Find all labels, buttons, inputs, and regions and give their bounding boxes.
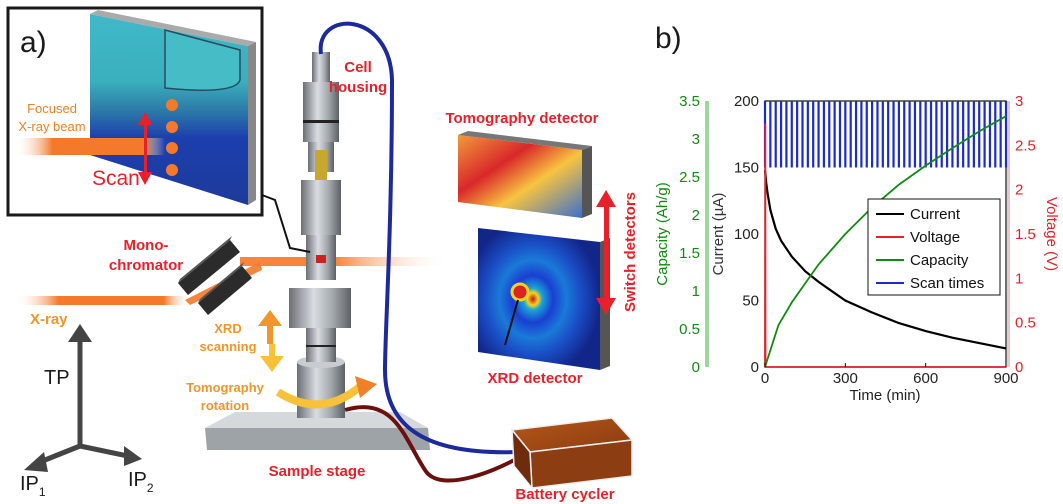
voltage-tick-label: 0.5 (1015, 315, 1036, 332)
xrd-detector (478, 228, 610, 370)
axis-ip1-label: IP1 (20, 473, 46, 499)
scan-times-series (763, 101, 1008, 168)
panel-a-label: a) (20, 26, 47, 59)
current-tick-label: 100 (734, 226, 759, 243)
voltage-tick-label: 1 (1015, 270, 1023, 287)
xray-label: X-ray (30, 311, 68, 328)
voltage-tick-label: 3 (1015, 93, 1023, 110)
legend-label: Voltage (910, 229, 960, 246)
capacity-tick-label: 3.5 (679, 93, 700, 110)
capacity-axis-bar (705, 101, 709, 367)
switch-detectors-arrow (596, 190, 616, 315)
axis-ip2-label: IP2 (128, 469, 154, 495)
x-axis-label: Time (min) (849, 387, 920, 404)
voltage-tick-label: 2 (1015, 182, 1023, 199)
capacity-tick-label: 2.5 (679, 169, 700, 186)
xrd-scanning-label-line2: scanning (199, 339, 256, 354)
series-line-current (763, 170, 1007, 350)
monochromator-label-line1: Mono- (124, 237, 169, 254)
current-axis-label: Current (µA) (710, 193, 727, 276)
sample-stage-label: Sample stage (269, 463, 366, 480)
xrd-scanning-arrow (258, 310, 284, 372)
red-cable (344, 405, 530, 483)
current-tick-label: 200 (734, 93, 759, 110)
series-line-capacity (764, 115, 1007, 368)
x-tick-labels: 0 300 600 900 (761, 363, 1019, 387)
inset-beam-label-line2: X-ray beam (18, 119, 85, 134)
x-tick-label: 900 (993, 370, 1018, 387)
voltage-tick-label: 2.5 (1015, 137, 1036, 154)
axes-glyph (24, 324, 142, 472)
current-tick-labels: 0 50 100 150 200 (734, 93, 759, 376)
panel-b-label: b) (655, 22, 682, 55)
xrd-scanning-label-line1: XRD (214, 321, 241, 336)
current-tick-label: 0 (751, 359, 759, 376)
rotation-arrow (275, 381, 365, 409)
capacity-tick-label: 2 (692, 207, 700, 224)
voltage-axis-label: Voltage (V) (1043, 197, 1060, 271)
tomography-rotation-label-line1: Tomography (186, 380, 265, 395)
monochromator-label-line2: chromator (109, 257, 183, 274)
legend-label: Scan times (910, 275, 984, 292)
capacity-axis-label: Capacity (Ah/g) (654, 182, 671, 285)
blue-cable (318, 21, 519, 455)
voltage-tick-labels: 0 0.5 1 1.5 2 2.5 3 (1015, 93, 1036, 376)
legend-label: Capacity (910, 252, 969, 269)
capacity-tick-label: 1 (692, 283, 700, 300)
capacity-tick-label: 1.5 (679, 245, 700, 262)
monochromator (178, 236, 252, 315)
tomography-detector-label: Tomography detector (445, 110, 598, 127)
switch-detectors-label: Switch detectors (622, 192, 639, 312)
inset-box (6, 6, 311, 253)
current-tick-label: 150 (734, 160, 759, 177)
x-tick-label: 600 (913, 370, 938, 387)
axis-tp-label: TP (44, 367, 70, 389)
legend: Current Voltage Capacity Scan times (867, 198, 1001, 296)
x-tick-label: 0 (761, 370, 769, 387)
voltage-tick-label: 1.5 (1015, 226, 1036, 243)
cell-housing-label-line2: housing (329, 79, 387, 96)
capacity-tick-label: 0 (692, 359, 700, 376)
inset-scan-label: Scan (92, 167, 140, 190)
cell-housing (289, 52, 351, 362)
xray-beam-incoming (15, 296, 190, 305)
voltage-axis-bar (1007, 101, 1010, 367)
inset-beam-label-line1: Focused (27, 101, 77, 116)
battery-cycler-label: Battery cycler (515, 486, 614, 503)
cell-housing-label-line1: Cell (344, 59, 372, 76)
voltage-tick-label: 0 (1015, 359, 1023, 376)
legend-label: Current (910, 206, 961, 223)
capacity-tick-labels: 0 0.5 1 1.5 2 2.5 3 3.5 (679, 93, 700, 376)
current-tick-label: 50 (742, 293, 759, 310)
panel-a: a) Focused X-ray beam Scan Cell housing … (6, 6, 639, 503)
xray-beam-sample (240, 257, 320, 266)
xrd-detector-label: XRD detector (487, 370, 582, 387)
x-tick-label: 300 (833, 370, 858, 387)
tomography-detector (458, 131, 592, 218)
battery-cycler (510, 417, 634, 491)
panel-b: b) 0 0.5 1 1.5 2 2.5 3 3.5 Capacity (Ah/g) 0 50 1… (654, 22, 1060, 404)
capacity-tick-label: 3 (692, 131, 700, 148)
tomography-rotation-label-line2: rotation (201, 398, 249, 413)
capacity-tick-label: 0.5 (679, 321, 700, 338)
